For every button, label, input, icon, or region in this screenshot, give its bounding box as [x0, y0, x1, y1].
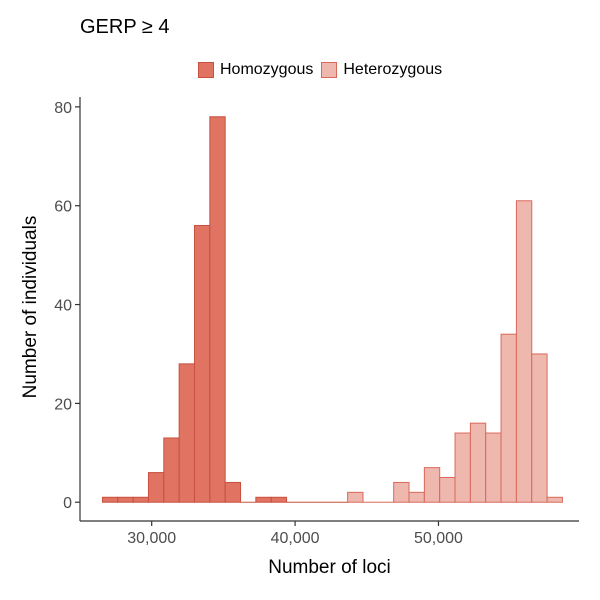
x-tick-label-50000: 50,000	[414, 530, 463, 547]
x-tick-label-40000: 40,000	[271, 530, 320, 547]
y-tick-label-40: 40	[54, 298, 72, 315]
legend-label-heterozygous: Heterozygous	[343, 61, 443, 78]
bar-heterozygous-11	[515, 200, 533, 503]
bar-homozygous-1	[117, 496, 134, 503]
bar-homozygous-5	[178, 363, 195, 503]
bar-homozygous-7	[209, 116, 226, 503]
legend-item-homozygous: Homozygous	[198, 61, 313, 79]
y-tick-label-60: 60	[54, 199, 72, 216]
bar-heterozygous-12	[531, 353, 548, 503]
bar-heterozygous-10	[500, 333, 517, 503]
y-axis-label: Number of individuals	[20, 215, 41, 399]
chart-title: GERP ≥ 4	[80, 16, 170, 38]
bar-heterozygous-13	[546, 496, 563, 503]
bar-homozygous-4	[163, 437, 180, 503]
bar-homozygous-10	[255, 496, 272, 503]
x-tick-label-30000: 30,000	[127, 530, 176, 547]
legend-item-heterozygous: Heterozygous	[321, 61, 442, 79]
bar-heterozygous-8	[469, 422, 487, 503]
legend-swatch-homozygous	[198, 62, 214, 78]
bar-heterozygous-4	[408, 491, 425, 503]
bar-homozygous-11	[270, 496, 288, 503]
legend-swatch-heterozygous	[321, 62, 338, 78]
bar-heterozygous-5	[423, 467, 441, 503]
bar-homozygous-3	[147, 472, 165, 503]
bar-heterozygous-7	[454, 432, 471, 503]
bar-heterozygous-0	[347, 491, 364, 503]
bar-homozygous-8	[224, 481, 242, 503]
y-tick-label-20: 20	[54, 396, 72, 413]
legend: Homozygous Heterozygous	[198, 61, 450, 79]
bar-heterozygous-6	[439, 477, 456, 503]
y-tick-label-0: 0	[63, 495, 72, 512]
y-tick-label-80: 80	[54, 100, 72, 117]
bar-homozygous-6	[193, 224, 211, 503]
legend-label-homozygous: Homozygous	[220, 61, 314, 78]
bar-heterozygous-9	[485, 432, 502, 503]
x-axis-label: Number of loci	[268, 557, 391, 578]
bar-homozygous-0	[101, 496, 119, 503]
bar-homozygous-2	[132, 496, 149, 503]
bar-heterozygous-3	[393, 481, 410, 503]
